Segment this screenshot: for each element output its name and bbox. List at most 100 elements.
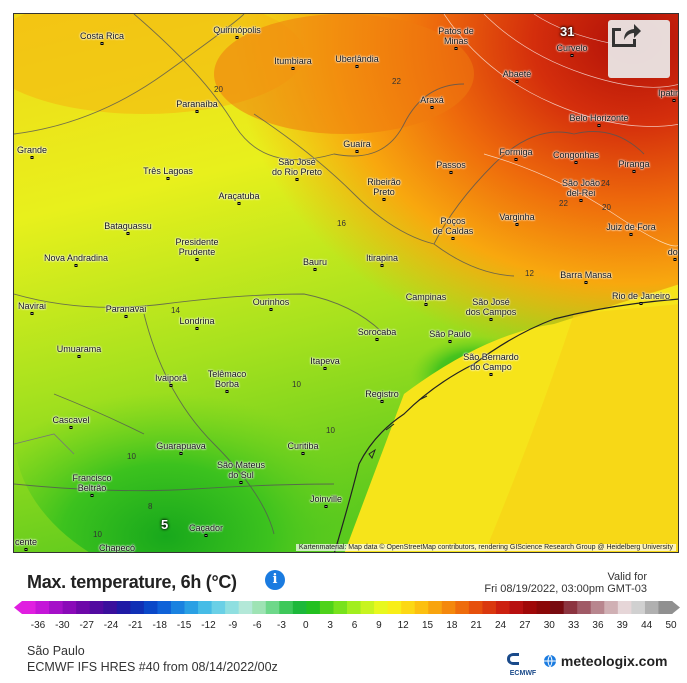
scale-swatch — [523, 601, 538, 614]
isoline-label: 12 — [525, 269, 534, 278]
city-label: dos — [667, 247, 678, 257]
ecmwf-logo: ECMWF — [507, 653, 537, 677]
city-marker — [323, 367, 327, 370]
scale-swatch — [563, 601, 578, 614]
scale-tick-label: 39 — [616, 620, 628, 631]
city-marker — [448, 340, 452, 343]
scale-swatch — [238, 601, 253, 614]
city-label: São Paulo — [429, 329, 471, 339]
scale-swatch — [49, 601, 64, 614]
scale-swatch — [333, 601, 348, 614]
scale-tick-label: 30 — [543, 620, 555, 631]
city-marker — [673, 258, 677, 261]
meteologix-brand[interactable]: meteologix.com — [543, 653, 667, 669]
scale-swatch — [279, 601, 294, 614]
city-label: Varginha — [499, 212, 535, 222]
extreme-value-marker: 31 — [560, 24, 575, 39]
isoline-label: 20 — [214, 85, 223, 94]
city-marker — [24, 548, 28, 551]
city-label: Telêmaco Borba — [207, 369, 247, 389]
scale-swatch — [211, 601, 226, 614]
city-marker — [489, 373, 493, 376]
city-marker — [69, 426, 73, 429]
scale-tick-label: -36 — [30, 620, 46, 631]
city-marker — [237, 202, 241, 205]
city-marker — [195, 110, 199, 113]
city-label: Ipatinga — [657, 88, 678, 98]
city-marker — [639, 302, 643, 305]
city-label: Sorocaba — [357, 327, 397, 337]
valid-time: Valid for Fri 08/19/2022, 03:00pm GMT-03 — [484, 571, 647, 595]
share-icon — [612, 24, 641, 47]
color-scale-bar — [14, 601, 680, 614]
city-label: Araxá — [420, 95, 444, 105]
scale-tick-label: 3 — [327, 620, 333, 631]
legend-title: Max. temperature, 6h (°C) — [27, 572, 237, 592]
scale-swatch — [143, 601, 158, 614]
city-label: São José dos Campos — [465, 297, 517, 317]
city-label: São José do Rio Preto — [271, 157, 323, 177]
scale-swatch — [306, 601, 321, 614]
scale-tick-label: -9 — [228, 620, 238, 631]
city-marker — [629, 233, 633, 236]
city-marker — [295, 178, 299, 181]
city-label: Nova Andradina — [43, 253, 109, 263]
scale-swatch — [22, 601, 37, 614]
city-label: Passos — [436, 160, 466, 170]
city-label: Presidente Prudente — [175, 237, 219, 257]
scale-tick-label: 9 — [376, 620, 382, 631]
isoline-label: 10 — [292, 380, 301, 389]
city-marker — [449, 171, 453, 174]
city-marker — [126, 232, 130, 235]
city-marker — [355, 65, 359, 68]
weather-map[interactable]: Costa Rica Quirinópolis Patos de Minas Curve… — [13, 13, 679, 553]
scale-swatch — [198, 601, 213, 614]
scale-swatch — [577, 601, 592, 614]
scale-swatch — [265, 601, 280, 614]
city-marker — [235, 36, 239, 39]
scale-swatch — [360, 601, 375, 614]
scale-tick-label: -3 — [277, 620, 286, 631]
city-marker — [515, 80, 519, 83]
scale-swatch — [414, 601, 429, 614]
scale-swatch — [590, 601, 605, 614]
scale-swatch — [468, 601, 483, 614]
city-label: Costa Rica — [79, 31, 125, 41]
city-label: Campinas — [405, 292, 447, 302]
model-run-label: ECMWF IFS HRES #40 from 08/14/2022/00z — [27, 660, 278, 674]
scale-swatch — [536, 601, 551, 614]
city-label: Curvelo — [556, 43, 588, 53]
extreme-value-marker: 5 — [161, 517, 169, 532]
scale-swatch — [617, 601, 632, 614]
city-marker — [225, 390, 229, 393]
city-label: Bataguassu — [104, 221, 152, 231]
scale-swatch — [550, 601, 565, 614]
city-marker — [195, 258, 199, 261]
scale-swatch — [252, 601, 267, 614]
share-button[interactable] — [608, 20, 670, 78]
city-label: Navirai — [17, 301, 47, 311]
city-marker — [570, 54, 574, 57]
city-label: Itapeva — [310, 356, 340, 366]
city-marker — [195, 327, 199, 330]
city-label: Quirinópolis — [213, 25, 261, 35]
city-marker — [74, 264, 78, 267]
city-marker — [574, 161, 578, 164]
scale-swatch — [604, 601, 619, 614]
city-marker — [375, 338, 379, 341]
scale-tick-label: 12 — [397, 620, 409, 631]
scale-tick-label: -6 — [252, 620, 262, 631]
globe-icon — [544, 654, 556, 668]
city-label: Francisco Beltrão — [72, 473, 112, 493]
city-marker — [169, 384, 173, 387]
isoline-label: 24 — [601, 179, 610, 188]
isoline-label: 10 — [93, 530, 102, 539]
scale-tick-label: -21 — [128, 620, 143, 631]
map-attribution[interactable]: Kartenmaterial: Map data © OpenStreetMap… — [295, 544, 676, 551]
info-icon[interactable]: i — [265, 570, 285, 590]
city-label: Ourinhos — [252, 297, 290, 307]
city-label: Guaíra — [343, 139, 371, 149]
scale-swatch — [428, 601, 443, 614]
scale-swatch — [130, 601, 145, 614]
scale-swatch — [35, 601, 50, 614]
